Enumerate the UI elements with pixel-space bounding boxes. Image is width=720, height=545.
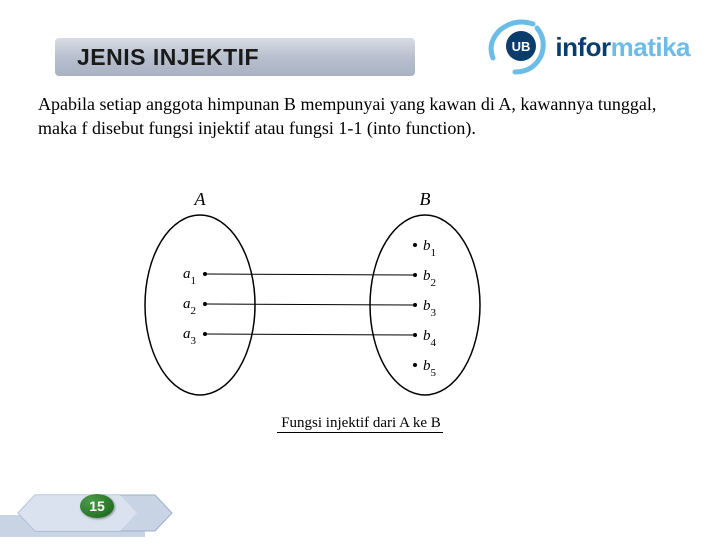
mapping-lines — [207, 274, 413, 335]
title-bar: JENIS INJEKTIF — [55, 38, 415, 76]
diagram-caption: Fungsi injektif dari A ke B — [0, 415, 720, 432]
svg-text:b2: b2 — [423, 268, 436, 289]
title-text: JENIS INJEKTIF — [77, 44, 259, 71]
set-b-items: b1 b2 b3 b4 b5 — [413, 238, 437, 379]
injective-diagram: A a1 a2 a3 B b1 b2 b3 b4 b5 — [125, 190, 515, 425]
set-a-label: A — [194, 190, 207, 209]
svg-text:a1: a1 — [183, 266, 196, 287]
set-b-label: B — [420, 190, 431, 209]
svg-text:b4: b4 — [423, 328, 437, 349]
page-number-badge: 15 — [80, 494, 114, 518]
page-number: 15 — [89, 498, 105, 514]
body-paragraph: Apabila setiap anggota himpunan B mempun… — [38, 92, 675, 141]
svg-text:b3: b3 — [423, 298, 437, 319]
set-a-items: a1 a2 a3 — [183, 266, 207, 347]
logo-badge-text: UB — [512, 39, 531, 54]
svg-text:a3: a3 — [183, 326, 197, 347]
svg-text:b5: b5 — [423, 358, 437, 379]
logo-swoosh-icon: UB — [485, 18, 551, 76]
svg-text:a2: a2 — [183, 296, 196, 317]
logo: UB informatika — [485, 18, 690, 76]
set-a-ellipse — [145, 215, 255, 395]
logo-wordmark: informatika — [555, 32, 690, 63]
svg-text:b1: b1 — [423, 238, 436, 259]
